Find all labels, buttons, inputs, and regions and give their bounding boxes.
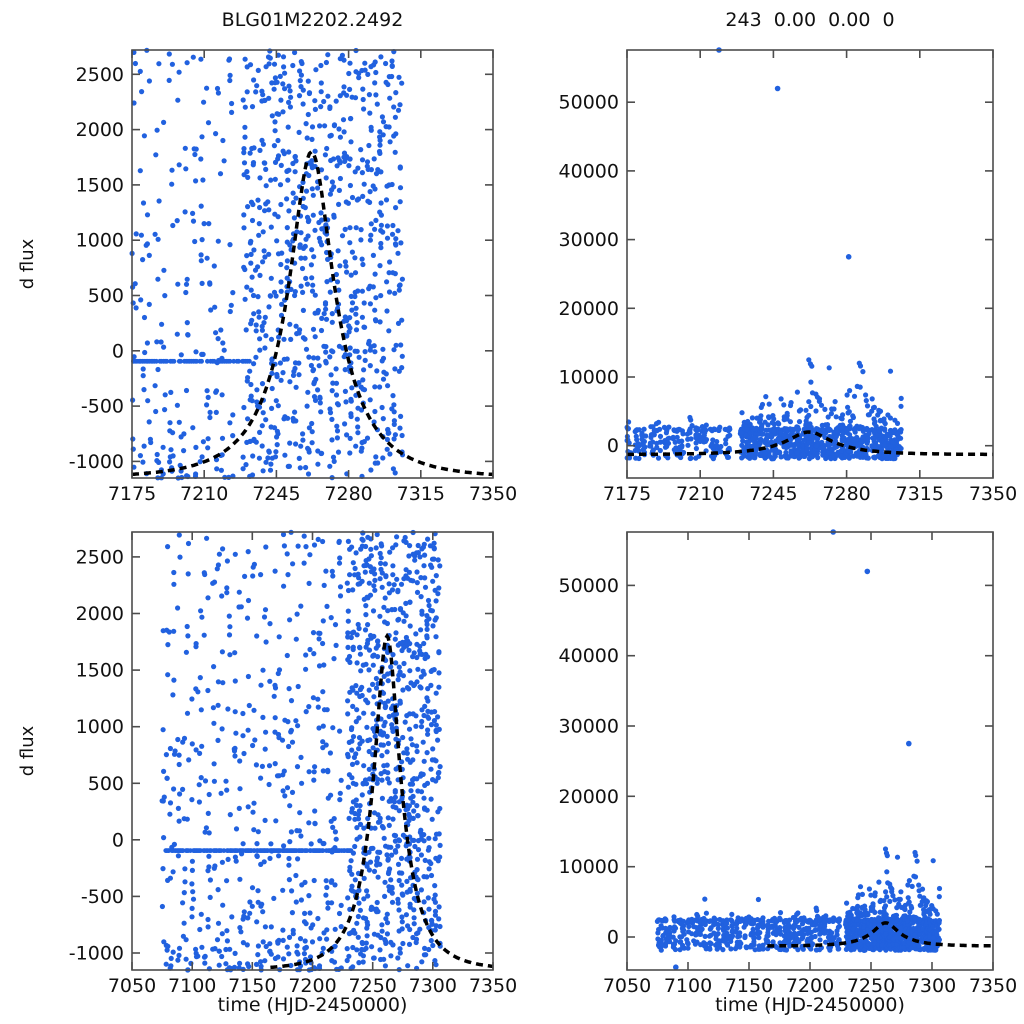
y-tick-label: 500 bbox=[88, 773, 124, 795]
x-tick-label: 7350 bbox=[969, 975, 1017, 997]
x-tick-label: 7300 bbox=[409, 975, 457, 997]
panel-top-right: 7175 7210 7245 7280 7315 7350 0 10000 20000 30000… bbox=[559, 47, 1018, 505]
x-tick-label: 7050 bbox=[108, 975, 156, 997]
x-tick-label: 7245 bbox=[749, 483, 797, 505]
axis-ticks bbox=[131, 532, 494, 970]
outlier-point bbox=[774, 85, 781, 92]
panel-bottom-right: 7050 7100 7150 7200 7250 7300 7350 0 10000 20000 3… bbox=[559, 529, 1018, 997]
y-tick-label: -1000 bbox=[69, 451, 124, 473]
axis-ticks bbox=[131, 50, 494, 478]
outlier-point bbox=[673, 964, 679, 970]
axes-frame bbox=[131, 531, 494, 971]
outlier-point bbox=[864, 568, 871, 575]
outlier-point bbox=[906, 740, 912, 747]
panel-title-left: BLG01M2202.2492 bbox=[221, 9, 404, 31]
tick-labels: 7175 7210 7245 7280 7315 7350 -1000 -500 0 500 100… bbox=[69, 64, 517, 505]
outlier-point bbox=[845, 253, 852, 260]
y-tick-label: 2500 bbox=[76, 546, 124, 568]
y-tick-label: 50000 bbox=[559, 575, 619, 597]
x-tick-label: 7200 bbox=[786, 975, 834, 997]
x-tick-label: 7250 bbox=[847, 975, 895, 997]
x-tick-label: 7100 bbox=[664, 975, 712, 997]
model-curve bbox=[131, 149, 494, 477]
y-tick-label: 1000 bbox=[76, 230, 124, 252]
y-tick-label: 10000 bbox=[559, 856, 619, 878]
y-tick-label: 2000 bbox=[76, 119, 124, 141]
x-tick-label: 7280 bbox=[822, 483, 870, 505]
y-tick-label: 2000 bbox=[76, 603, 124, 625]
x-axis-label-bottom-right: time (HJD-2450000) bbox=[715, 994, 905, 1016]
y-tick-label: 50000 bbox=[559, 92, 619, 114]
model-curve bbox=[767, 921, 993, 948]
x-tick-label: 7280 bbox=[324, 483, 372, 505]
tick-labels: 7175 7210 7245 7280 7315 7350 0 10000 20000 30000… bbox=[559, 92, 1018, 505]
y-tick-label: -500 bbox=[81, 886, 124, 908]
y-tick-label: 30000 bbox=[559, 716, 619, 738]
axis-ticks bbox=[626, 532, 994, 970]
y-tick-label: 0 bbox=[112, 829, 124, 851]
panel-title-right: 243 0.00 0.00 0 bbox=[725, 9, 895, 31]
y-tick-label: 40000 bbox=[559, 645, 619, 667]
model-curve bbox=[627, 430, 993, 457]
y-tick-label: 1500 bbox=[76, 174, 124, 196]
y-tick-label: 10000 bbox=[559, 367, 619, 389]
x-tick-label: 7050 bbox=[603, 975, 651, 997]
y-tick-label: 20000 bbox=[559, 298, 619, 320]
tick-labels: 7050 7100 7150 7200 7250 7300 7350 -1000 -500 0 50… bbox=[69, 546, 517, 997]
x-tick-label: 7175 bbox=[108, 483, 156, 505]
axis-ticks bbox=[626, 50, 994, 478]
axes-frame bbox=[626, 531, 994, 971]
x-tick-label: 7245 bbox=[252, 483, 300, 505]
x-tick-label: 7200 bbox=[288, 975, 336, 997]
x-tick-label: 7350 bbox=[469, 483, 517, 505]
x-tick-label: 7150 bbox=[228, 975, 276, 997]
x-axis-label-bottom-left: time (HJD-2450000) bbox=[217, 994, 408, 1016]
x-tick-label: 7315 bbox=[896, 483, 944, 505]
tick-labels: 7050 7100 7150 7200 7250 7300 7350 0 10000 20000 3… bbox=[559, 575, 1018, 997]
y-tick-label: 1500 bbox=[76, 660, 124, 682]
x-tick-label: 7210 bbox=[180, 483, 228, 505]
y-tick-label: -1000 bbox=[69, 943, 124, 965]
panel-bottom-left: 7050 7100 7150 7200 7250 7300 7350 -1000 -500 0 50… bbox=[69, 529, 517, 997]
y-tick-label: 1000 bbox=[76, 716, 124, 738]
x-tick-label: 7350 bbox=[969, 483, 1017, 505]
model-curve bbox=[270, 632, 494, 970]
x-tick-label: 7250 bbox=[349, 975, 397, 997]
y-tick-label: 500 bbox=[88, 285, 124, 307]
scatter-points bbox=[654, 529, 943, 970]
scatter-points bbox=[624, 47, 904, 462]
scatter-points bbox=[159, 529, 443, 973]
x-tick-label: 7210 bbox=[676, 483, 724, 505]
y-tick-label: 0 bbox=[112, 340, 124, 362]
axes-frame bbox=[626, 49, 994, 479]
panel-top-left: 7175 7210 7245 7280 7315 7350 -1000 -500 0 500 100… bbox=[69, 47, 517, 505]
y-tick-label: 2500 bbox=[76, 64, 124, 86]
y-tick-label: 40000 bbox=[559, 160, 619, 182]
x-tick-label: 7350 bbox=[469, 975, 517, 997]
x-tick-label: 7315 bbox=[397, 483, 445, 505]
y-tick-label: 0 bbox=[607, 927, 619, 949]
x-tick-label: 7300 bbox=[908, 975, 956, 997]
y-tick-label: 0 bbox=[607, 435, 619, 457]
y-tick-label: 30000 bbox=[559, 229, 619, 251]
x-tick-label: 7150 bbox=[725, 975, 773, 997]
axes-frame bbox=[131, 49, 494, 479]
scatter-points bbox=[129, 47, 406, 481]
x-tick-label: 7100 bbox=[168, 975, 216, 997]
x-tick-label: 7175 bbox=[603, 483, 651, 505]
y-tick-label: 20000 bbox=[559, 786, 619, 808]
y-tick-label: -500 bbox=[81, 396, 124, 418]
